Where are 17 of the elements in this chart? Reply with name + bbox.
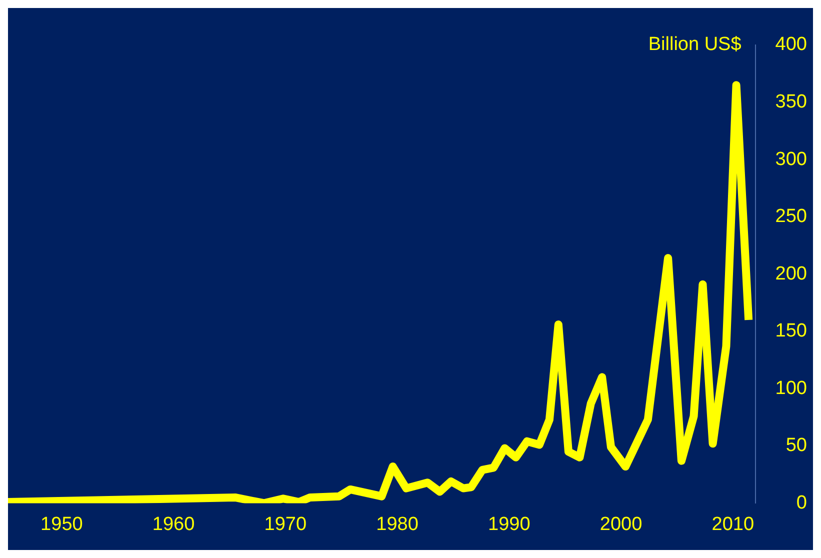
y-tick-label: 0 xyxy=(796,492,807,514)
y-tick-label: 350 xyxy=(775,92,807,113)
x-tick-label: 1970 xyxy=(264,514,307,535)
y-tick-label: 150 xyxy=(775,320,807,342)
x-tick-label: 1960 xyxy=(152,514,195,535)
y-tick-label: 200 xyxy=(775,263,807,284)
y-tick-label: 400 xyxy=(775,34,807,56)
y-tick-label: 100 xyxy=(775,378,807,399)
y-tick-label: 250 xyxy=(775,206,807,228)
x-tick-label: 1950 xyxy=(40,514,83,535)
x-tick-label: 2000 xyxy=(600,514,642,535)
y-axis-title: Billion US$ xyxy=(648,34,742,56)
y-tick-label: 50 xyxy=(786,435,807,456)
x-tick-label: 1980 xyxy=(376,514,418,535)
x-tick-label: 1990 xyxy=(488,514,530,535)
x-tick-label: 2010 xyxy=(712,514,754,535)
y-tick-label: 300 xyxy=(775,148,807,170)
